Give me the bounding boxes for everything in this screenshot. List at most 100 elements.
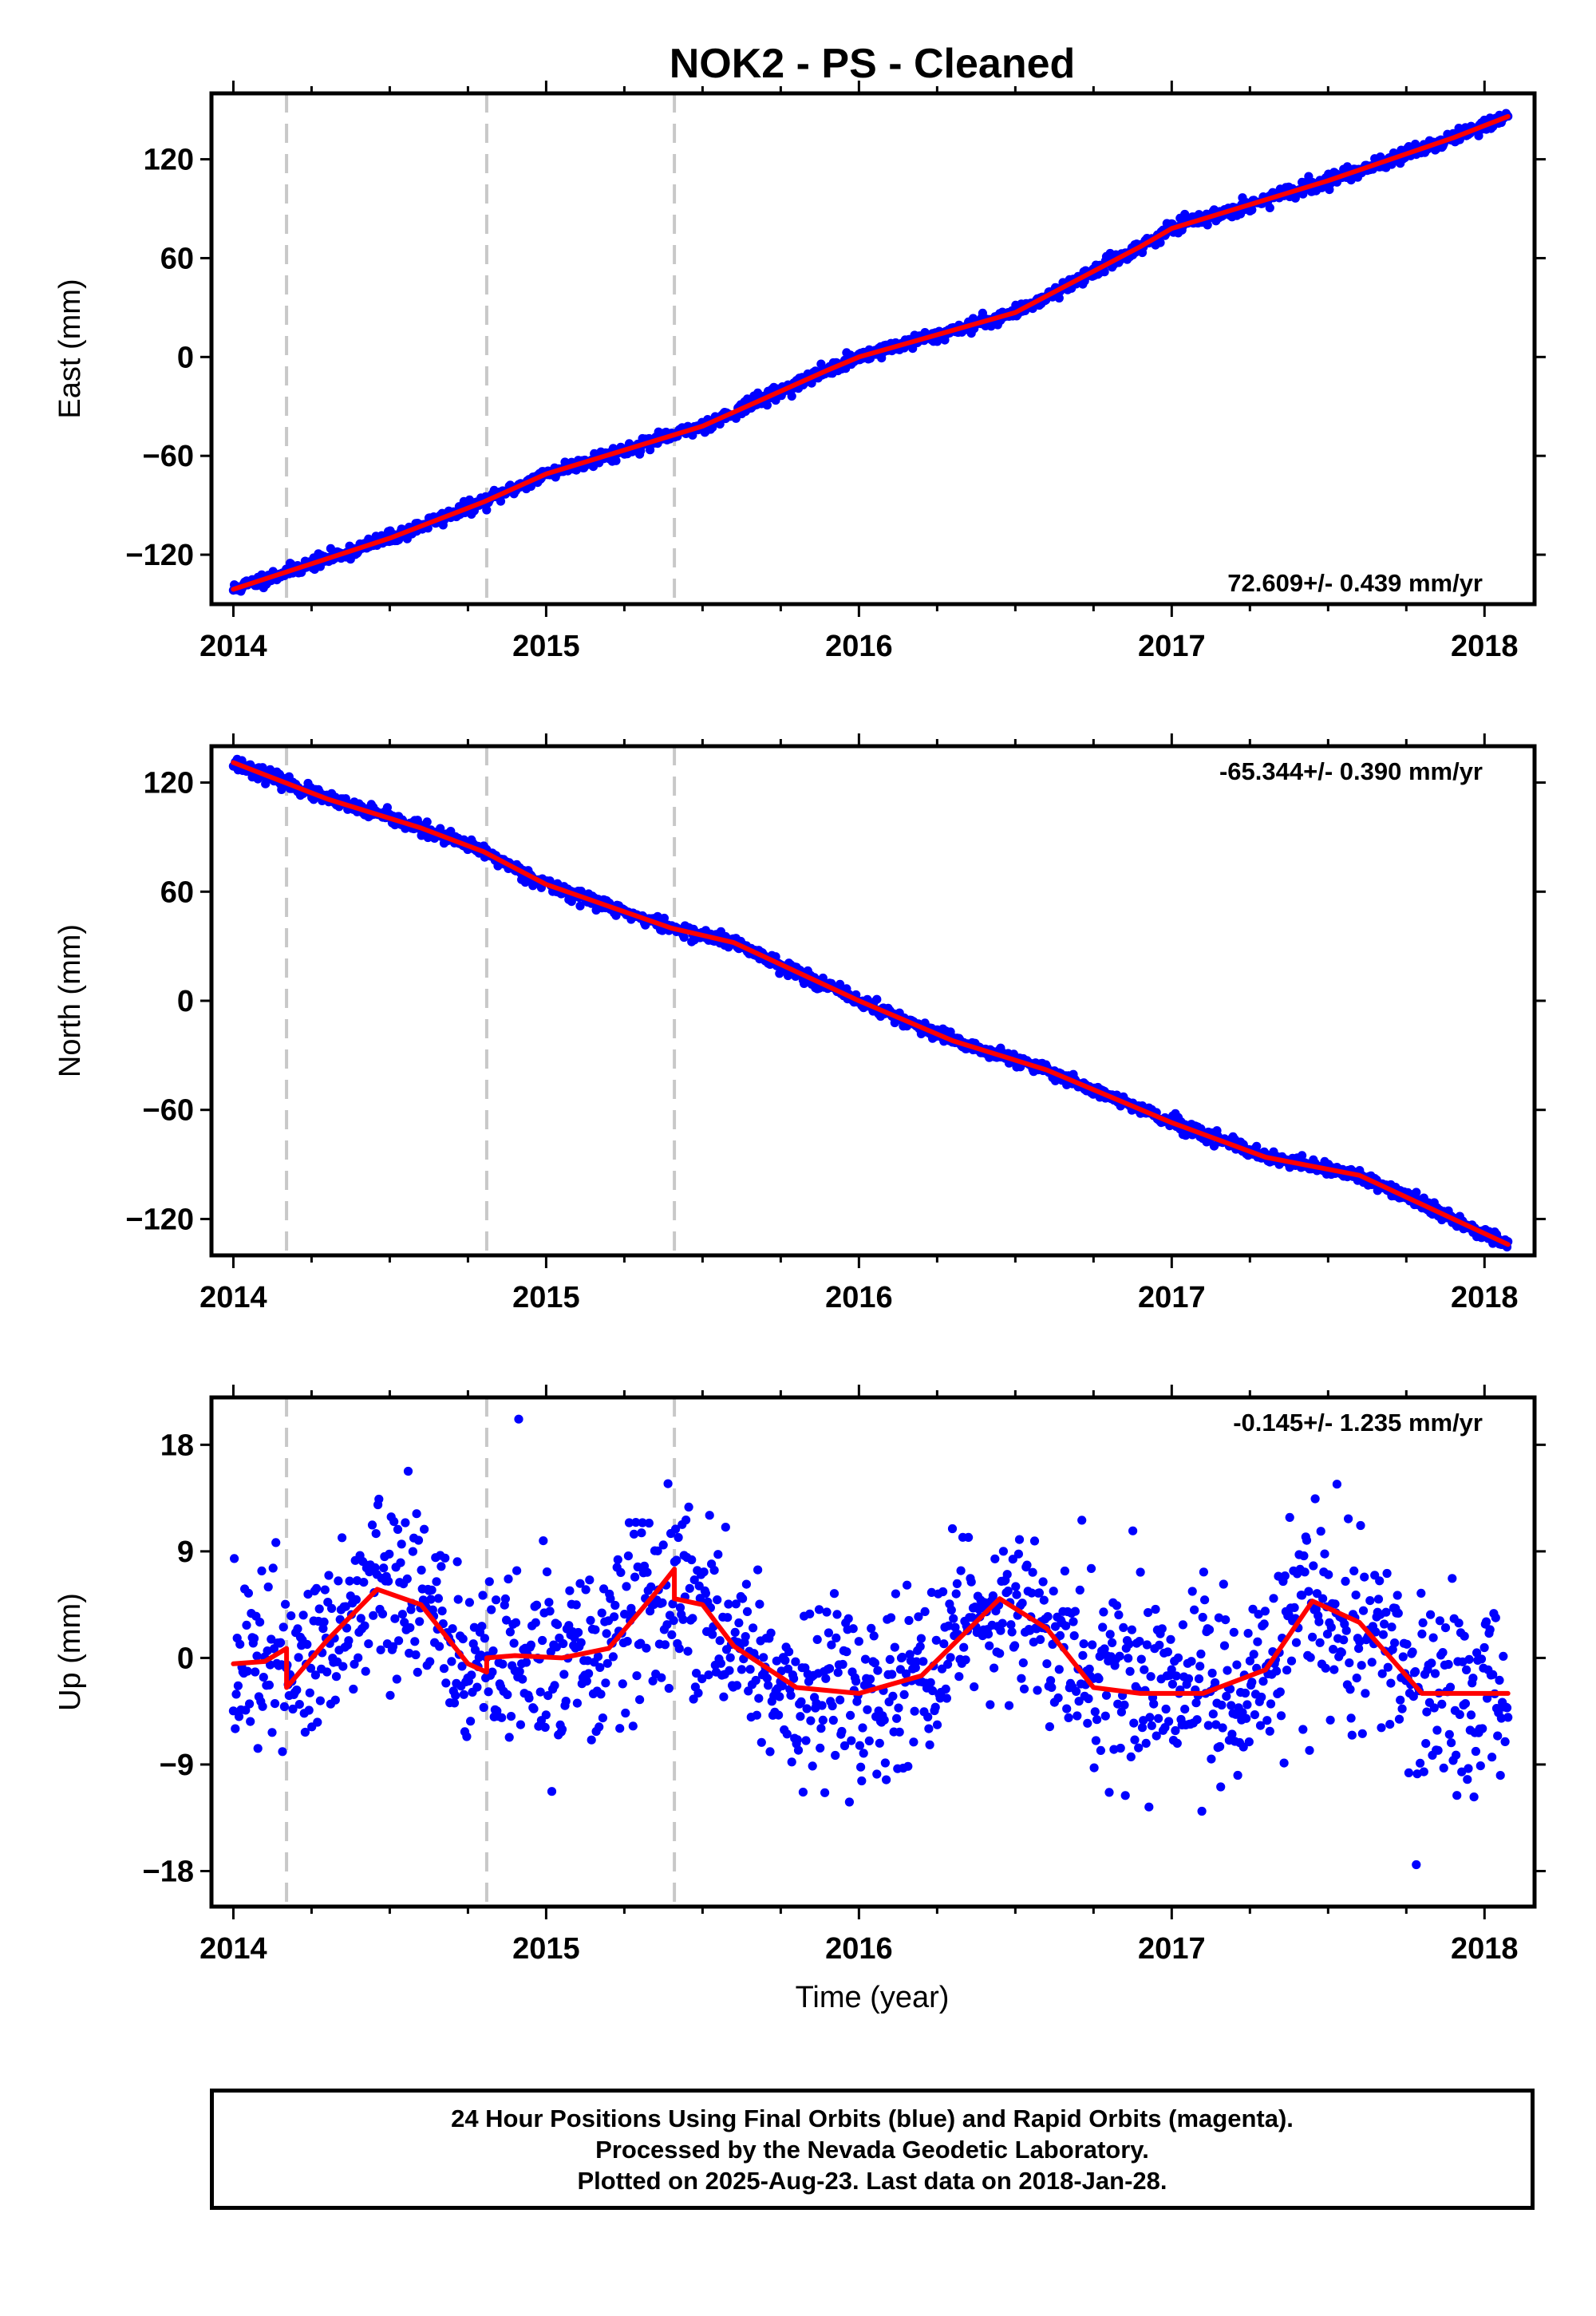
data-point: [629, 1529, 639, 1539]
data-point: [1321, 1663, 1330, 1673]
data-point: [484, 1577, 494, 1587]
data-point: [230, 1554, 239, 1563]
x-tick-label: 2014: [200, 630, 267, 663]
data-point: [1412, 1188, 1421, 1197]
data-point: [506, 1712, 516, 1721]
data-point: [998, 1618, 1007, 1628]
data-point: [854, 1637, 863, 1646]
data-point: [950, 1622, 960, 1632]
data-point: [1493, 1731, 1503, 1741]
data-point: [278, 1747, 287, 1757]
data-point: [713, 1595, 722, 1605]
data-point: [1476, 1761, 1485, 1771]
data-point: [359, 1578, 369, 1587]
data-point: [990, 1663, 999, 1673]
data-point: [1178, 1620, 1187, 1630]
data-point: [865, 1674, 875, 1684]
data-point: [1003, 1587, 1013, 1596]
data-point: [440, 1553, 450, 1563]
data-point: [1008, 1555, 1017, 1564]
data-point: [1380, 1619, 1389, 1629]
data-point: [1411, 1667, 1420, 1677]
data-point: [1337, 1648, 1346, 1658]
data-point: [723, 1613, 733, 1622]
data-point: [890, 1642, 899, 1652]
plot-area: [228, 93, 1513, 604]
data-point: [263, 1582, 273, 1592]
data-point: [786, 1690, 796, 1700]
data-point: [1286, 1656, 1297, 1666]
data-point: [1324, 1570, 1333, 1579]
data-point: [1120, 1791, 1130, 1800]
data-point: [916, 1634, 926, 1643]
data-point: [1488, 1670, 1498, 1679]
data-point: [1377, 1669, 1387, 1678]
data-point: [376, 1645, 385, 1654]
data-point: [480, 1634, 490, 1643]
data-point: [753, 1565, 763, 1575]
data-point: [1469, 1792, 1479, 1802]
data-point: [252, 1651, 262, 1661]
data-point: [271, 1538, 281, 1547]
data-point: [453, 1595, 463, 1604]
chart-title: NOK2 - PS - Cleaned: [670, 41, 1076, 87]
data-point: [931, 1635, 941, 1645]
data-point: [1305, 1745, 1314, 1755]
data-point: [1377, 1723, 1386, 1733]
data-point: [1258, 1677, 1268, 1686]
data-point: [281, 1599, 290, 1609]
data-point: [1109, 1745, 1119, 1754]
data-point: [732, 1681, 742, 1690]
data-point: [561, 1697, 571, 1706]
data-point: [808, 1761, 817, 1771]
data-point: [699, 1567, 709, 1577]
data-point: [1227, 1701, 1236, 1710]
data-point: [587, 1735, 596, 1745]
data-point: [1114, 1610, 1124, 1620]
data-point: [621, 1708, 630, 1718]
data-point: [1141, 1738, 1151, 1748]
data-point: [235, 1639, 245, 1649]
data-point: [674, 1644, 684, 1654]
data-point: [635, 1695, 645, 1705]
data-point: [744, 1686, 753, 1696]
data-point: [879, 1715, 889, 1725]
data-point: [1049, 1587, 1058, 1596]
data-point: [1094, 1674, 1104, 1684]
data-point: [294, 1653, 303, 1662]
data-point: [669, 1616, 678, 1626]
data-point: [832, 1610, 842, 1619]
data-point: [327, 1603, 337, 1613]
data-point: [872, 1769, 882, 1779]
data-point: [551, 1642, 562, 1652]
data-point: [1172, 1738, 1182, 1748]
data-point: [1339, 1635, 1349, 1645]
data-point: [458, 1634, 468, 1644]
x-tick-label: 2016: [825, 1932, 893, 1966]
data-points: [228, 1414, 1513, 1870]
data-point: [1361, 1689, 1370, 1698]
data-point: [704, 1670, 713, 1680]
data-point: [1088, 1640, 1097, 1650]
data-point: [1116, 1707, 1126, 1717]
panel-up: 2014 2015 2016 2017 2018 −18 −9 0 9 18 Up (mm) -0.1…: [53, 1385, 1546, 1966]
data-point: [1491, 1613, 1500, 1622]
data-point: [487, 1605, 496, 1614]
data-point: [642, 1567, 652, 1577]
data-point: [1113, 1699, 1123, 1709]
data-point: [1332, 1480, 1341, 1489]
data-point: [764, 1681, 773, 1690]
data-point: [1373, 1595, 1384, 1604]
data-point: [1192, 1715, 1202, 1725]
data-point: [1398, 1652, 1408, 1662]
data-point: [1243, 1629, 1253, 1638]
data-point: [1002, 1570, 1012, 1579]
data-point: [1119, 1622, 1128, 1632]
data-point: [415, 1617, 425, 1626]
data-point: [1280, 1571, 1290, 1581]
data-point: [941, 1684, 950, 1694]
data-point: [432, 1577, 441, 1587]
data-point: [658, 1540, 668, 1550]
data-point: [1240, 1688, 1250, 1698]
